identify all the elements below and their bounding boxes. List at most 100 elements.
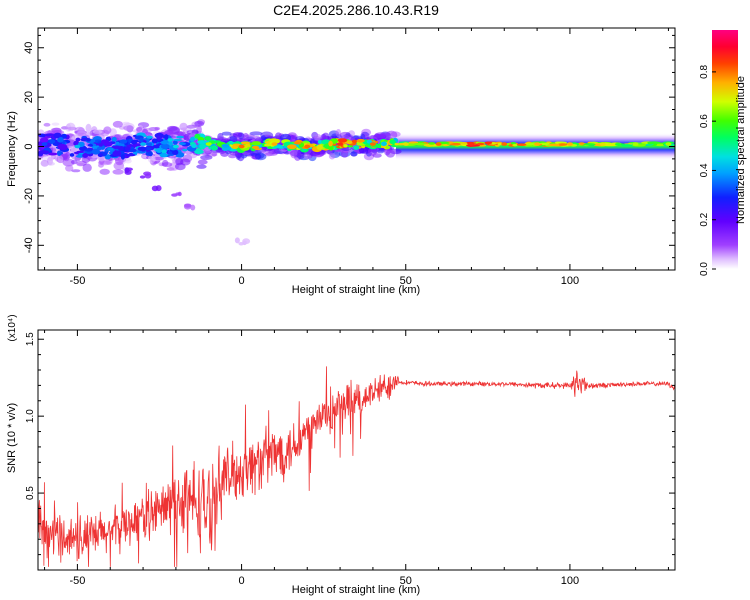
ridge-point — [74, 144, 81, 149]
snr-panel: -50 0 50 100 0.5 1.0 1.5 Height of straight l… — [6, 314, 676, 596]
spectral-blob — [293, 142, 302, 145]
spectral-blob — [191, 143, 198, 148]
spectral-blob — [228, 140, 234, 145]
spectral-halo — [112, 169, 124, 175]
spectral-blob — [48, 152, 58, 156]
spectral-halo — [51, 122, 60, 126]
steady-frequency-band — [395, 132, 675, 161]
spectral-halo — [303, 153, 312, 160]
spectral-halo — [46, 161, 55, 166]
x-tick-label: 50 — [400, 275, 412, 287]
spectral-blob — [125, 153, 136, 157]
ridge-peak — [554, 141, 561, 145]
spectral-blob — [251, 141, 262, 146]
spectral-blob — [145, 142, 153, 146]
spectral-blob — [194, 133, 201, 139]
spectral-halo — [51, 127, 62, 134]
spectral-halo — [76, 163, 86, 167]
spectral-blob — [139, 137, 144, 143]
spectral-halo — [249, 131, 263, 136]
spectral-blob — [353, 145, 360, 150]
spectral-halo — [122, 121, 130, 126]
spectral-blob — [366, 139, 373, 144]
spectral-blob — [39, 137, 49, 143]
spectral-blob — [347, 145, 354, 148]
ridge-point — [632, 142, 639, 146]
spectral-blob — [178, 142, 187, 146]
y-tick-label: -40 — [23, 237, 35, 253]
ridge-point — [271, 142, 278, 146]
spectral-halo — [367, 146, 378, 156]
y-tick-label: 20 — [23, 91, 35, 103]
spectral-halo — [186, 129, 199, 135]
spectral-blob — [173, 138, 183, 142]
spectral-halo — [92, 129, 103, 135]
ridge-point — [665, 142, 672, 146]
y-tick-label: 1.5 — [25, 332, 36, 346]
spectral-halo — [175, 158, 184, 166]
ridge-point — [41, 142, 48, 146]
spectrogram-panel: -50 0 50 100 -40 -20 0 20 40 Height of straight… — [6, 27, 676, 296]
spectral-blob — [286, 144, 297, 150]
snr-frame — [37, 329, 676, 571]
spectral-blob — [328, 145, 334, 151]
spectral-blob — [190, 136, 195, 142]
spectral-halo — [200, 154, 213, 161]
spectral-blob — [199, 143, 206, 149]
snr-y-ticks: 0.5 1.0 1.5 — [25, 332, 675, 556]
spectral-blob — [73, 140, 80, 147]
ridge-peak — [557, 143, 568, 146]
spectral-halo — [103, 126, 112, 134]
scatter-point — [190, 204, 196, 211]
spectral-halo — [339, 131, 351, 139]
scatter-point — [125, 167, 133, 172]
spectral-blob — [251, 145, 260, 149]
spectral-blob — [156, 135, 161, 141]
spectral-halo — [194, 120, 205, 127]
spectral-blob — [119, 139, 128, 144]
spectral-blob — [112, 150, 122, 157]
spectral-blob — [343, 144, 348, 148]
spectral-blob — [380, 141, 387, 147]
spectral-blob — [56, 150, 62, 156]
spectral-blob — [231, 145, 239, 150]
colorbar-scale — [712, 30, 738, 269]
snr-y-scale-label: (x10⁴) — [7, 314, 18, 341]
spectral-halo — [154, 126, 161, 131]
spectral-blob — [87, 143, 93, 147]
spectral-blob — [328, 140, 333, 147]
spectral-blob — [137, 146, 147, 152]
spectral-blob — [91, 148, 101, 155]
x-tick-label: -50 — [69, 275, 85, 287]
x-tick-label: 0 — [239, 575, 245, 587]
ridge-point — [402, 142, 409, 146]
spectral-halo — [57, 155, 64, 163]
spectral-halo — [161, 162, 173, 168]
spectral-blob — [103, 141, 113, 147]
ridge-point — [435, 142, 442, 146]
spectral-halo — [112, 120, 124, 128]
spectrogram-y-label: Frequency (Hz) — [6, 111, 18, 187]
spectral-blob — [164, 134, 169, 140]
spectral-blob — [53, 132, 62, 139]
spectral-halo — [70, 159, 78, 165]
ridge-peak — [615, 143, 622, 146]
spectral-halo — [186, 124, 198, 129]
ridge-peak — [548, 143, 560, 147]
spectral-blob — [176, 152, 185, 158]
spectral-blob — [356, 138, 365, 143]
spectral-halo — [97, 156, 106, 162]
snr-x-label: Height of straight line (km) — [292, 584, 420, 596]
spectral-blob — [172, 140, 178, 145]
spectral-halo — [179, 122, 188, 131]
ridge-peak — [621, 144, 633, 147]
scatter-point — [177, 191, 182, 197]
colorbar-ticks: 0.0 0.2 0.4 0.6 0.8 — [699, 64, 716, 276]
x-tick-label: 50 — [400, 575, 412, 587]
x-tick-label: 0 — [239, 275, 245, 287]
spectral-blob — [45, 133, 52, 137]
spectral-blob — [148, 151, 153, 157]
spectral-halo — [43, 122, 51, 127]
ridge-point — [107, 147, 114, 151]
spectral-blob — [127, 148, 137, 153]
